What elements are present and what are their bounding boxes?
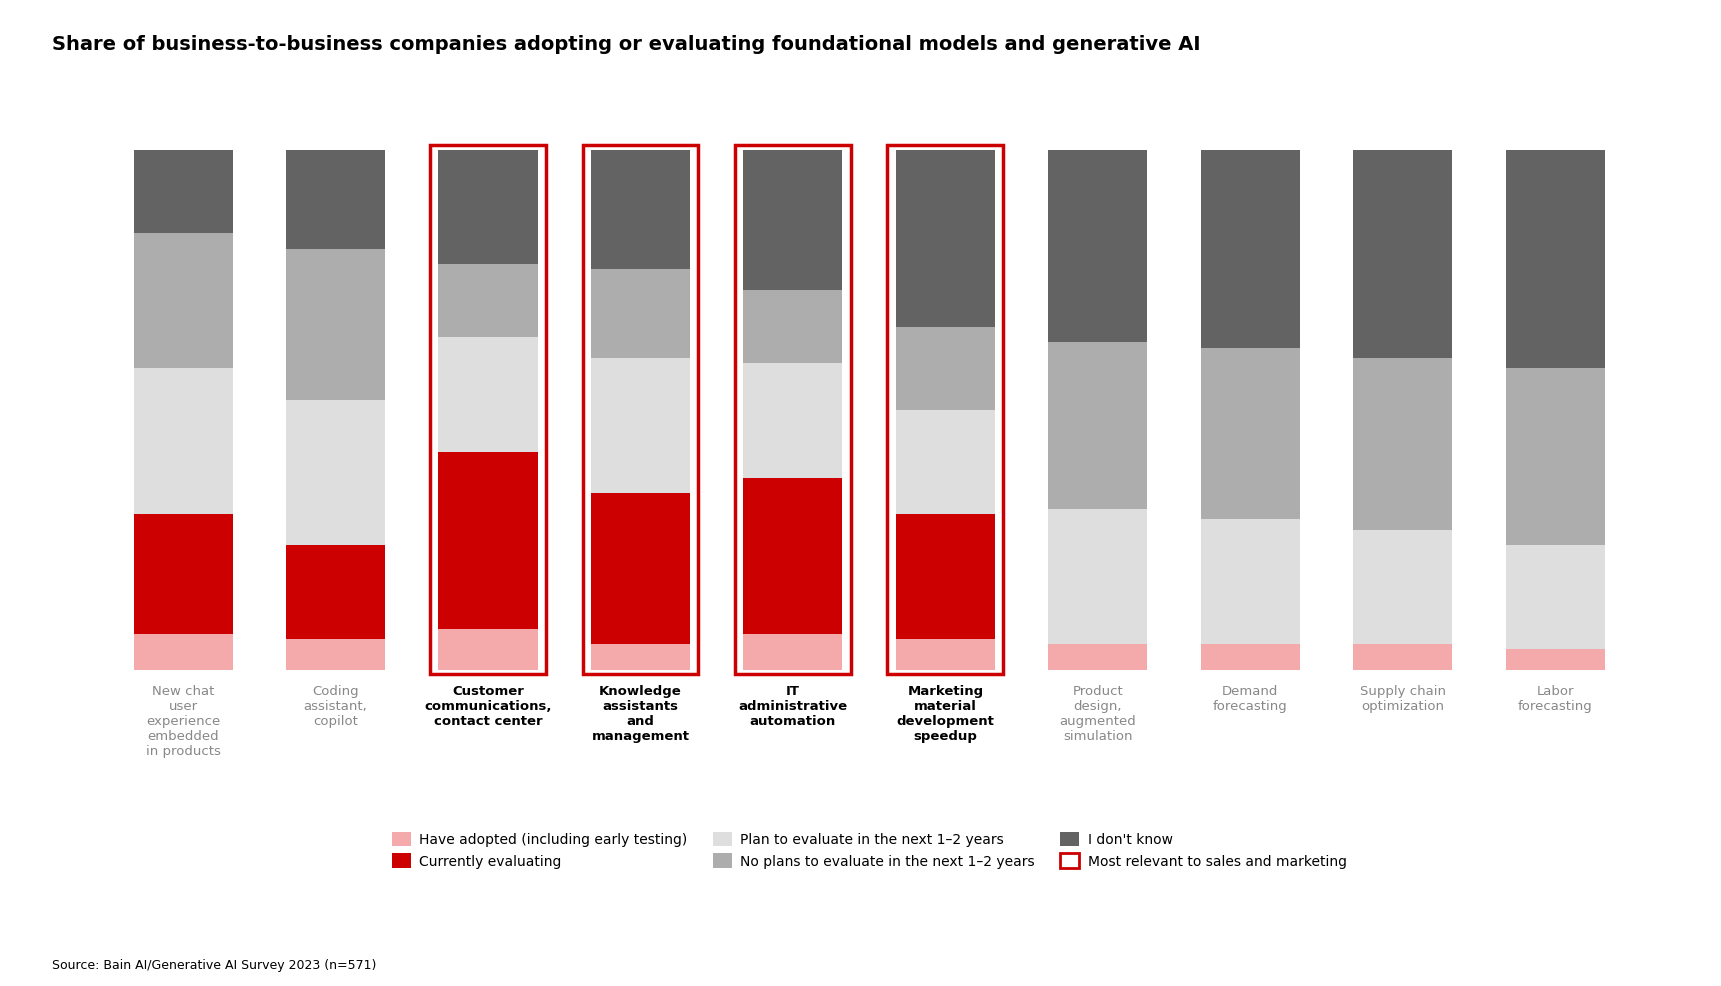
Bar [895,151,995,327]
Bar [1048,645,1148,670]
Bar [439,265,537,338]
Text: Share of business-to-business companies adopting or evaluating foundational mode: Share of business-to-business companies … [52,35,1200,53]
Bar [134,515,232,634]
Text: Source: Bain AI/Generative AI Survey 2023 (n=571): Source: Bain AI/Generative AI Survey 202… [52,958,375,971]
Bar [1201,151,1299,348]
Bar [743,364,842,478]
Bar [590,359,690,494]
Bar [1048,151,1148,343]
Bar [134,369,232,515]
Bar [286,400,386,545]
Bar [1048,510,1148,645]
Bar [590,270,690,359]
Bar [286,151,386,249]
Bar [134,234,232,369]
Bar [439,629,537,670]
Bar [286,639,386,670]
Bar [1201,645,1299,670]
Bar [1353,151,1453,359]
Bar [286,545,386,639]
Bar [895,410,995,515]
Bar [1353,645,1453,670]
Bar [439,453,537,629]
Bar [743,291,842,364]
Bar [743,478,842,634]
Bar [1506,151,1604,369]
Bar [1201,520,1299,645]
Bar [134,634,232,670]
Bar [895,639,995,670]
Bar [590,151,690,270]
Bar [1353,530,1453,645]
Bar [590,494,690,645]
Bar [1506,369,1604,545]
Bar [1506,650,1604,670]
Bar [895,515,995,639]
Bar [1506,545,1604,650]
Bar [590,645,690,670]
Bar [439,338,537,453]
Bar [134,151,232,234]
Bar [286,249,386,400]
Bar [439,151,537,265]
Bar [1353,359,1453,530]
Bar [743,634,842,670]
Legend: Have adopted (including early testing), Currently evaluating, Plan to evaluate i: Have adopted (including early testing), … [391,832,1348,869]
Bar [743,151,842,291]
Bar [1201,348,1299,520]
Bar [895,327,995,410]
Bar [1048,343,1148,510]
